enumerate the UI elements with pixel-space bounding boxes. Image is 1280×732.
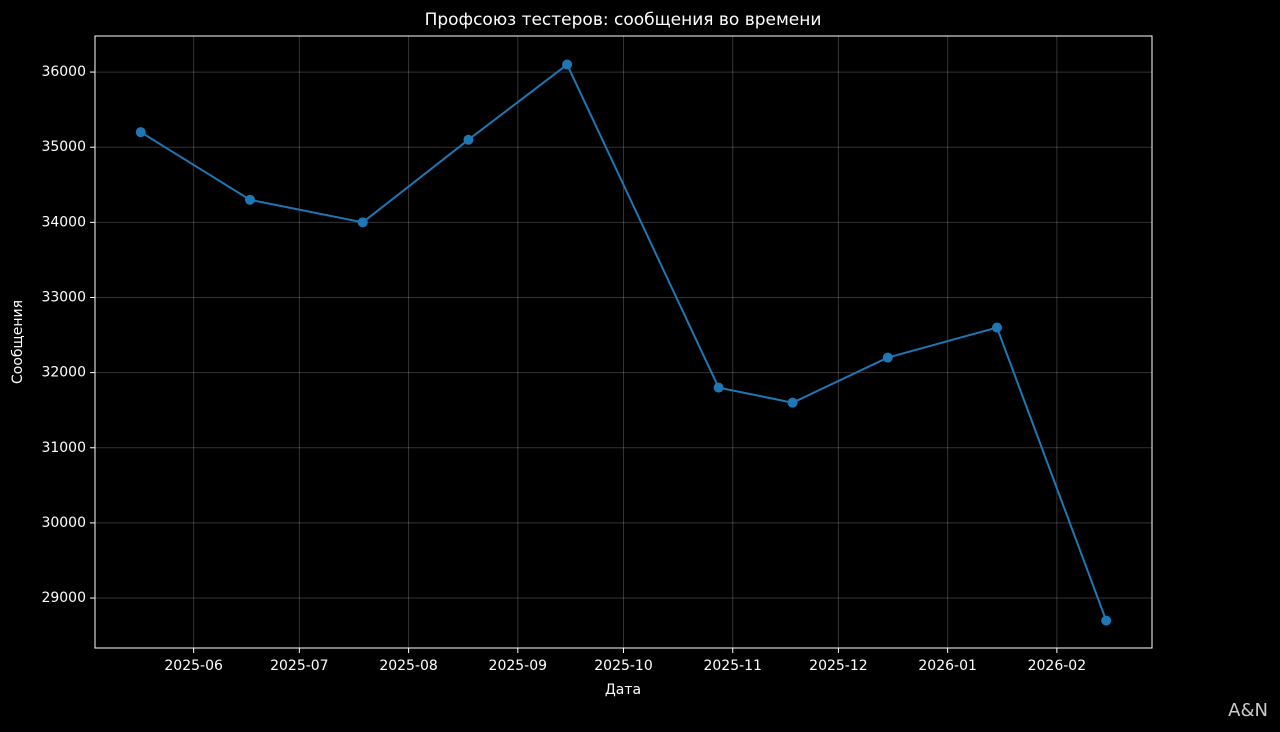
data-point	[991, 322, 1002, 333]
y-tick-label: 33000	[41, 289, 86, 305]
y-tick-label: 34000	[41, 214, 86, 230]
x-tick-label: 2026-01	[918, 658, 977, 674]
y-tick-label: 29000	[41, 590, 86, 606]
x-tick-label: 2025-09	[489, 658, 548, 674]
x-tick-label: 2026-02	[1028, 658, 1087, 674]
data-point	[787, 397, 798, 408]
data-point	[882, 352, 893, 363]
x-tick-label: 2025-10	[594, 658, 653, 674]
data-point	[713, 382, 724, 393]
y-tick-label: 31000	[41, 440, 86, 456]
x-tick-label: 2025-11	[703, 658, 762, 674]
watermark: A&N	[1228, 700, 1268, 721]
x-tick-label: 2025-06	[164, 658, 223, 674]
x-tick-label: 2025-08	[379, 658, 438, 674]
data-point	[562, 59, 573, 70]
data-point	[1101, 615, 1112, 626]
x-tick-label: 2025-07	[270, 658, 329, 674]
chart-title: Профсоюз тестеров: сообщения во времени	[425, 10, 822, 30]
data-point	[463, 134, 474, 145]
y-tick-label: 30000	[41, 515, 86, 531]
x-axis-label: Дата	[605, 682, 641, 698]
data-point	[135, 127, 146, 138]
data-point	[357, 217, 368, 228]
y-tick-label: 35000	[41, 139, 86, 155]
data-point	[245, 194, 256, 205]
y-tick-label: 32000	[41, 365, 86, 381]
y-tick-label: 36000	[41, 64, 86, 80]
x-tick-label: 2025-12	[809, 658, 868, 674]
series-line	[140, 63, 1108, 621]
y-axis-label: Сообщения	[10, 300, 26, 384]
plot-frame	[94, 35, 1153, 649]
